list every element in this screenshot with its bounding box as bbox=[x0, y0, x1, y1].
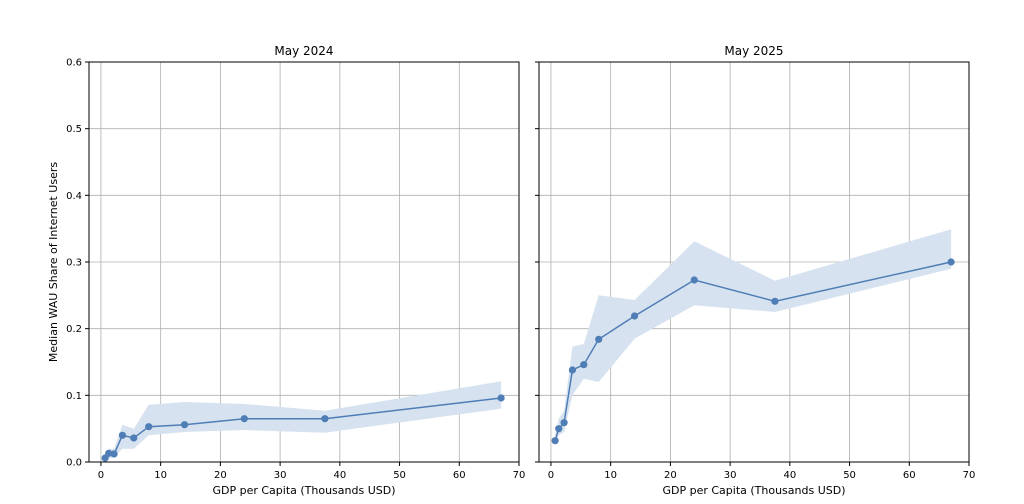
x-axis-label: GDP per Capita (Thousands USD) bbox=[212, 484, 395, 497]
data-point bbox=[130, 434, 138, 442]
data-point bbox=[595, 335, 603, 343]
y-tick-label: 0.5 bbox=[66, 124, 82, 135]
x-tick-label: 60 bbox=[453, 470, 466, 481]
x-tick-label: 0 bbox=[548, 470, 554, 481]
y-tick-label: 0.4 bbox=[66, 191, 82, 202]
x-tick-label: 60 bbox=[903, 470, 916, 481]
data-point bbox=[321, 415, 329, 423]
y-tick-label: 0.3 bbox=[66, 258, 82, 269]
chart-panel-may-2024: 0 10 20 30 40 50 60 70 0.0 0.1 0.2 0.3 0.4 0.5 0.6 May … bbox=[47, 44, 525, 497]
data-point bbox=[568, 366, 577, 374]
data-point bbox=[110, 450, 118, 458]
x-tick-label: 10 bbox=[604, 470, 617, 481]
data-point bbox=[630, 312, 639, 320]
confidence-band bbox=[555, 229, 952, 446]
data-point bbox=[560, 419, 568, 427]
x-tick-label: 10 bbox=[154, 470, 167, 481]
data-point bbox=[555, 425, 563, 433]
data-point bbox=[240, 415, 248, 423]
x-tick-label: 30 bbox=[274, 470, 287, 481]
x-tick-label: 50 bbox=[843, 470, 856, 481]
data-point bbox=[771, 297, 779, 305]
x-tick-label: 70 bbox=[513, 470, 526, 481]
data-point bbox=[551, 437, 559, 445]
data-point bbox=[180, 421, 189, 429]
x-tick-label: 70 bbox=[963, 470, 976, 481]
data-point bbox=[145, 423, 153, 431]
x-tick-label: 40 bbox=[783, 470, 796, 481]
chart-panel-may-2025: 0 10 20 30 40 50 60 70 May 2025 GDP per Capita (T… bbox=[535, 44, 975, 497]
y-tick-label: 0.0 bbox=[66, 458, 82, 469]
y-tick-label: 0.6 bbox=[66, 58, 82, 69]
x-tick-label: 30 bbox=[724, 470, 737, 481]
x-tick-label: 50 bbox=[393, 470, 406, 481]
data-point bbox=[118, 431, 127, 439]
data-point bbox=[497, 394, 505, 402]
chart-title: May 2025 bbox=[724, 44, 783, 58]
data-point bbox=[580, 361, 588, 369]
data-point bbox=[690, 276, 698, 284]
data-point bbox=[105, 449, 113, 457]
y-tick-label: 0.1 bbox=[66, 391, 82, 402]
x-tick-label: 20 bbox=[664, 470, 677, 481]
x-tick-label: 40 bbox=[333, 470, 346, 481]
series-line bbox=[554, 261, 952, 441]
x-tick-label: 20 bbox=[214, 470, 227, 481]
x-axis-label: GDP per Capita (Thousands USD) bbox=[662, 484, 845, 497]
chart-title: May 2024 bbox=[274, 44, 333, 58]
confidence-band bbox=[105, 381, 502, 461]
y-tick-label: 0.2 bbox=[66, 324, 82, 335]
y-axis-label: Median WAU Share of Internet Users bbox=[47, 162, 60, 362]
data-point bbox=[947, 258, 955, 266]
x-tick-label: 0 bbox=[98, 470, 104, 481]
